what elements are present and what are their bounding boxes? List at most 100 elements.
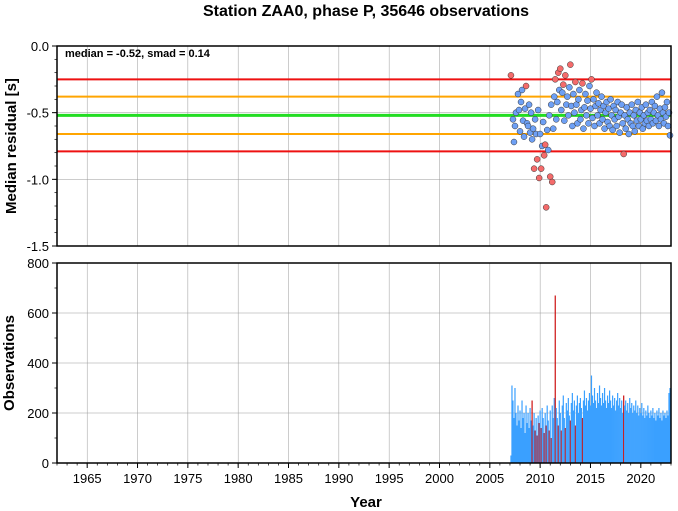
x-tick-label: 2000 xyxy=(425,471,454,486)
x-tick-label: 1975 xyxy=(173,471,202,486)
residual-point xyxy=(664,122,672,130)
x-tick-label: 1980 xyxy=(224,471,253,486)
observation-bar xyxy=(653,418,655,463)
observation-bar xyxy=(625,400,627,463)
outlier-residual-point xyxy=(507,72,515,79)
observation-bar xyxy=(592,403,595,463)
outlier-observation-bar xyxy=(564,428,566,463)
observation-bar xyxy=(609,390,611,463)
residual-point xyxy=(616,129,623,136)
observation-bar xyxy=(617,393,619,463)
residual-y-ticks: 0.0 -0.5 -1.0 -1.5 xyxy=(27,39,57,254)
residual-point xyxy=(619,120,626,127)
observation-bar xyxy=(587,400,590,463)
outlier-residual-point xyxy=(522,82,530,90)
outlier-observation-bar xyxy=(550,438,552,463)
observation-bar xyxy=(659,418,661,463)
observation-bar xyxy=(521,400,523,463)
observation-bar xyxy=(658,408,660,463)
year-x-axis-label: Year xyxy=(350,494,382,511)
outlier-residual-point xyxy=(572,78,579,86)
observation-bar xyxy=(616,400,618,463)
outlier-residual-point xyxy=(533,156,541,163)
observations-y-tick-label: 600 xyxy=(27,306,49,321)
observation-bar xyxy=(563,418,565,463)
observation-bar xyxy=(652,408,654,463)
residual-point xyxy=(554,98,561,106)
residual-y-axis-label: Median residual [s] xyxy=(3,78,20,214)
residual-point xyxy=(511,122,519,130)
residual-y-tick-label: -0.5 xyxy=(27,106,49,121)
residual-point xyxy=(536,130,544,138)
observation-bar xyxy=(637,405,639,463)
residual-point xyxy=(510,138,518,146)
residual-point xyxy=(609,126,616,134)
observation-bar xyxy=(528,428,530,463)
residual-point xyxy=(570,90,577,98)
observation-bar xyxy=(584,405,587,463)
observation-bar xyxy=(551,405,553,463)
residual-point xyxy=(566,84,573,91)
observation-bar xyxy=(510,455,512,463)
residual-point xyxy=(534,106,542,114)
residual-point xyxy=(651,102,659,110)
residual-point xyxy=(521,105,529,112)
observation-bar xyxy=(611,408,613,463)
observation-bar xyxy=(631,403,633,463)
outlier-residual-point xyxy=(551,76,559,83)
observation-bar xyxy=(513,418,515,463)
outlier-observation-bar xyxy=(540,428,542,463)
observation-bar xyxy=(530,420,532,463)
observation-bar xyxy=(664,413,666,463)
observation-bar xyxy=(647,405,649,463)
outlier-observation-bar xyxy=(534,430,536,463)
residual-point xyxy=(601,125,608,132)
observation-bar xyxy=(591,395,594,463)
observation-bar xyxy=(621,400,623,463)
observation-bar xyxy=(556,418,558,463)
observation-bar xyxy=(537,415,539,463)
residual-point xyxy=(605,105,612,112)
outlier-observation-bar xyxy=(536,435,538,463)
observations-y-ticks: 0 200 400 600 800 xyxy=(27,256,57,471)
observation-bar xyxy=(539,410,541,463)
outlier-residual-point xyxy=(560,81,567,88)
observation-bar xyxy=(634,410,636,463)
observation-bar xyxy=(562,395,564,463)
residual-point xyxy=(514,90,522,98)
outlier-observation-bar xyxy=(554,295,556,463)
observation-bar xyxy=(546,405,548,463)
residual-point xyxy=(564,93,571,100)
observation-bar xyxy=(624,405,626,463)
residual-point xyxy=(584,97,591,104)
observation-bar xyxy=(651,415,653,463)
outlier-residual-point xyxy=(540,152,548,159)
observation-bar xyxy=(636,413,638,463)
median-smad-annotation: median = -0.52, smad = 0.14 xyxy=(65,48,211,60)
outlier-residual-point xyxy=(537,165,545,172)
outlier-residual-point xyxy=(541,141,549,148)
residual-point xyxy=(586,82,593,90)
x-tick-label: 2020 xyxy=(626,471,655,486)
observation-bar xyxy=(663,415,665,463)
residual-point xyxy=(589,114,596,122)
outlier-observation-bar xyxy=(545,425,547,463)
observation-bar xyxy=(588,393,591,463)
observation-bar xyxy=(586,410,589,463)
residual-point xyxy=(582,90,589,98)
residual-point xyxy=(655,122,663,130)
residual-point xyxy=(515,106,523,114)
residual-point xyxy=(545,112,553,119)
observation-bar xyxy=(567,398,569,463)
observation-bar xyxy=(599,398,602,463)
observation-bar xyxy=(612,395,614,463)
observation-bar xyxy=(585,398,588,463)
residual-point xyxy=(547,101,555,108)
residual-point xyxy=(558,106,565,114)
observation-bar xyxy=(522,418,524,463)
observation-bar xyxy=(580,408,583,463)
observation-bar xyxy=(541,408,543,463)
residual-point xyxy=(577,116,584,123)
residual-point xyxy=(569,122,576,130)
residual-point xyxy=(581,104,588,111)
